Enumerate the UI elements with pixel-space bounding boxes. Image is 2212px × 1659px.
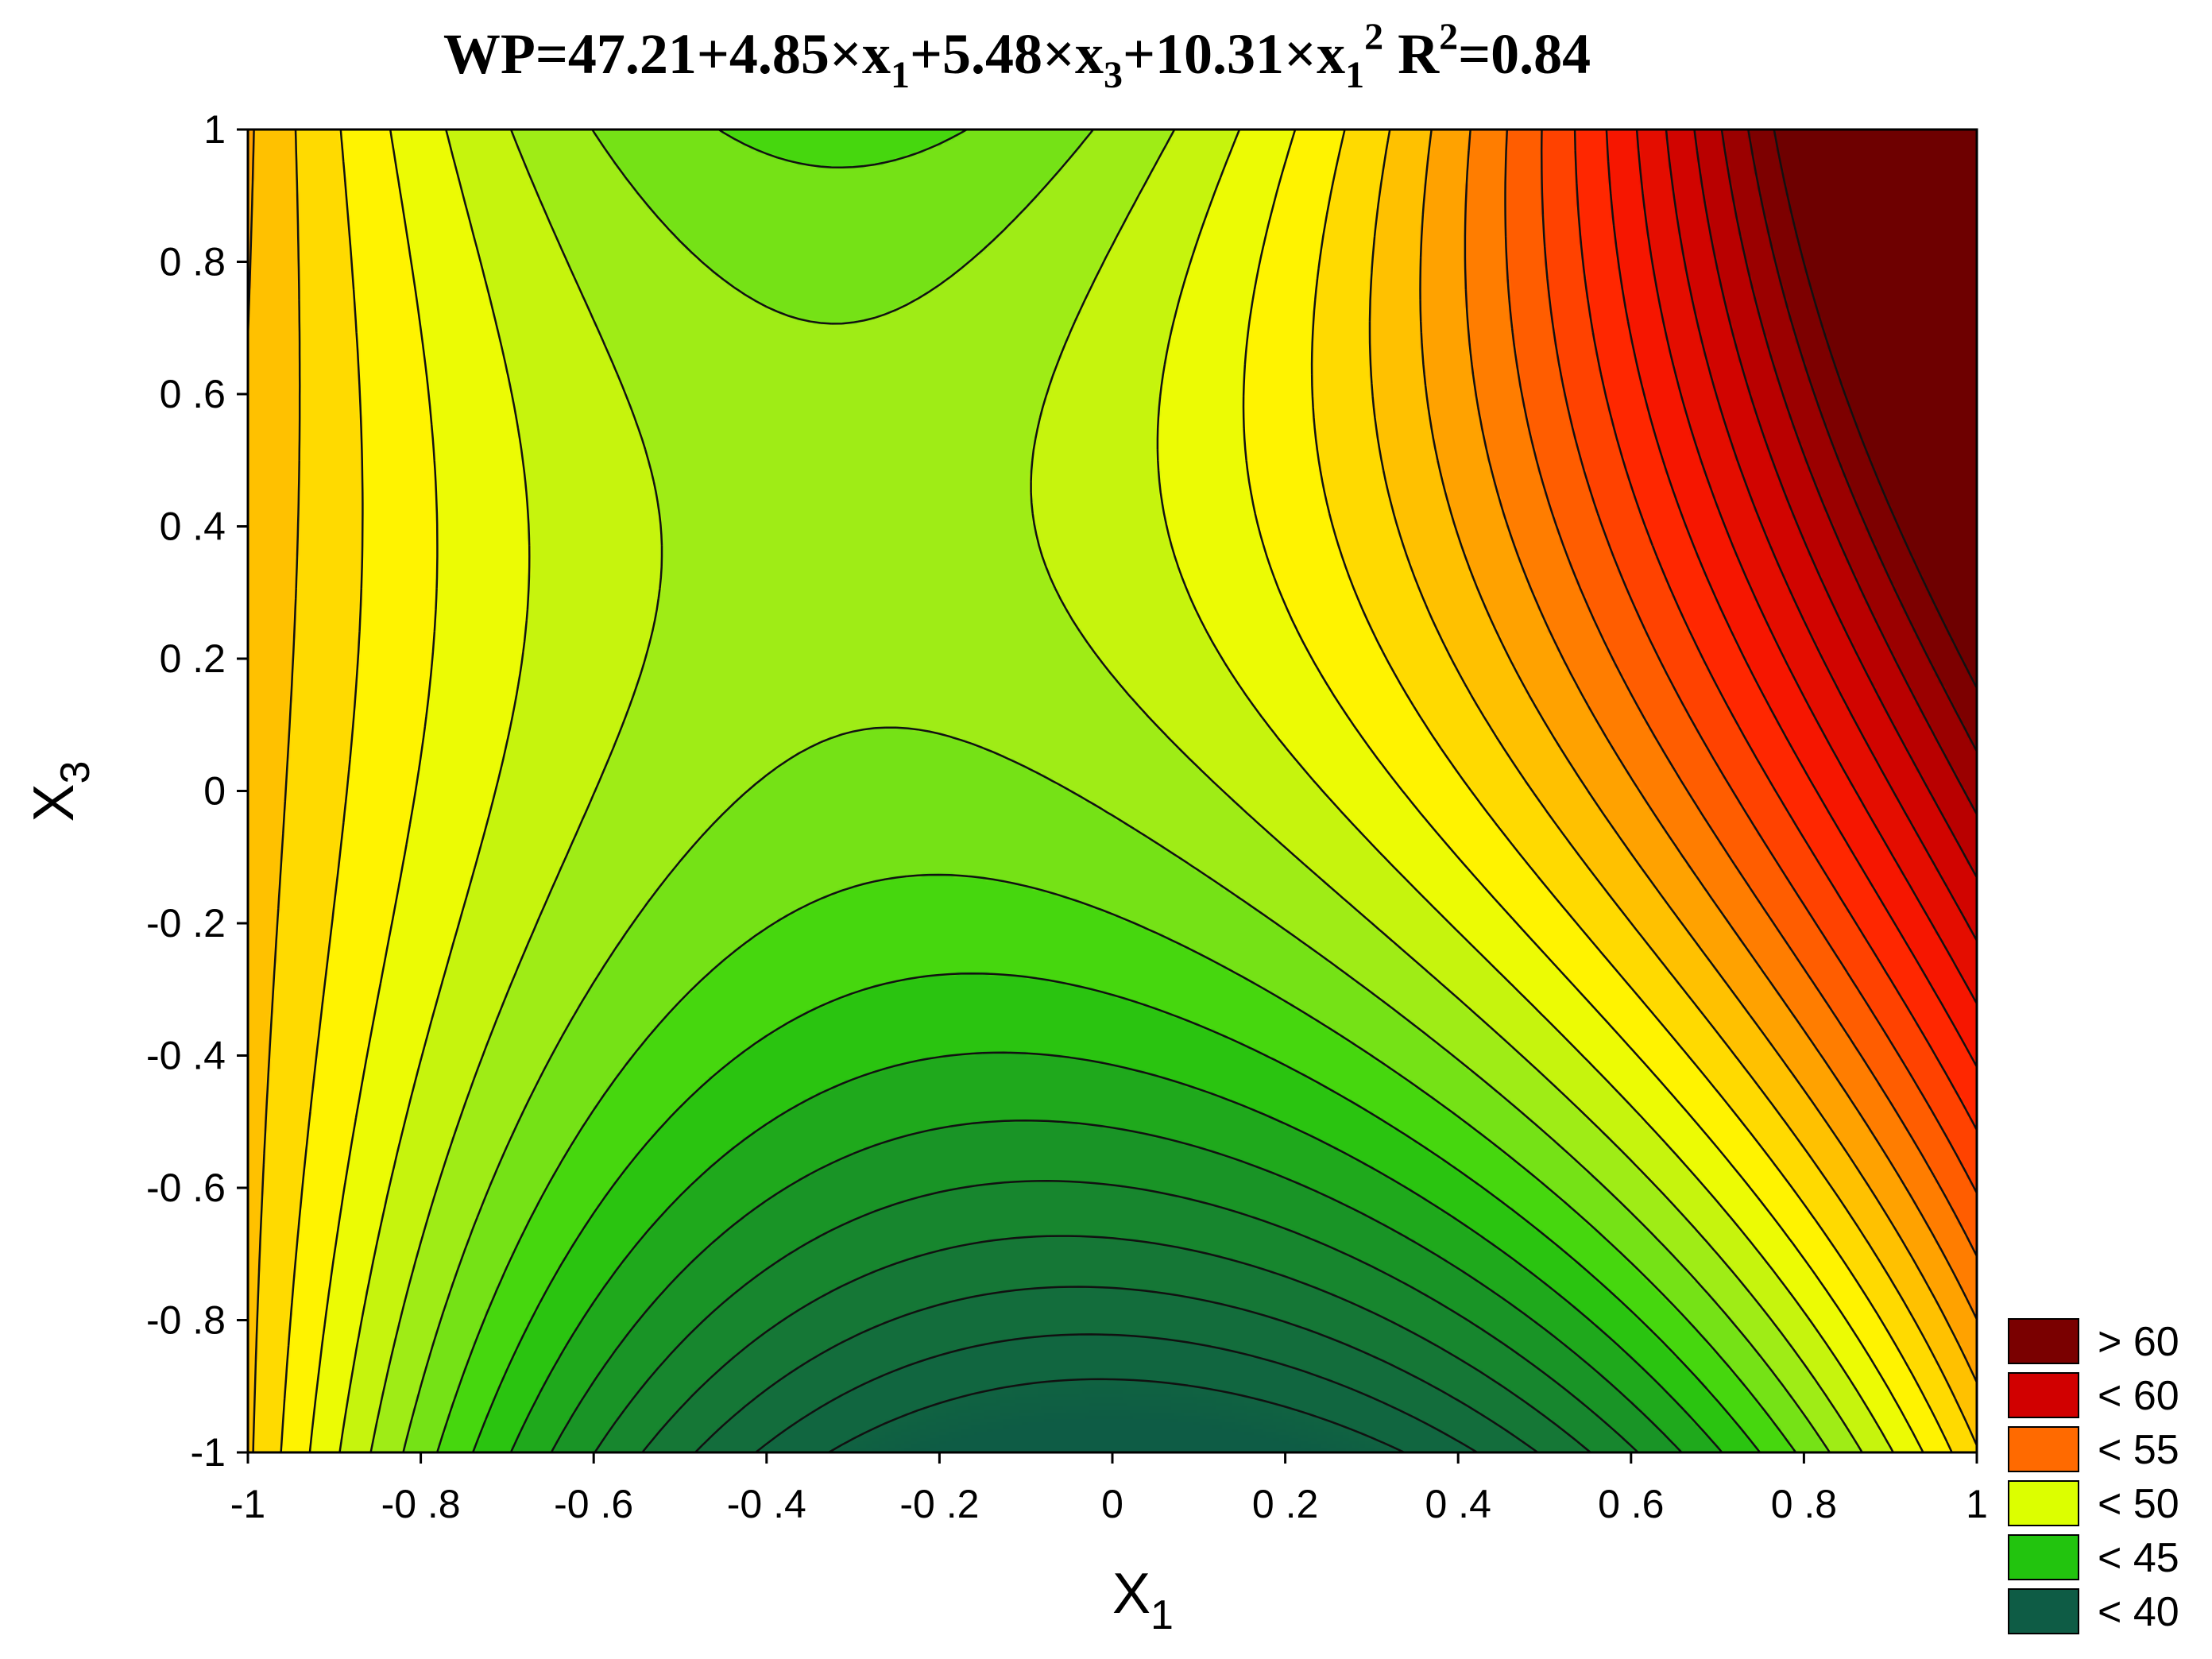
contour-line bbox=[594, 1180, 1639, 1453]
y-tick-label: 0 bbox=[203, 769, 226, 814]
contour-line bbox=[1540, 129, 1978, 1194]
contour-fill bbox=[248, 130, 1977, 1452]
y-tick-label: 0 .4 bbox=[160, 505, 226, 549]
y-tick-label: -0 .6 bbox=[146, 1166, 226, 1210]
legend-swatch bbox=[2008, 1372, 2079, 1418]
x-tick-label: 0 .6 bbox=[1598, 1482, 1664, 1526]
contour-line bbox=[828, 1378, 1405, 1454]
x-axis-label: X1 bbox=[1112, 1562, 1174, 1638]
contour-line bbox=[246, 129, 1978, 1383]
legend-swatch bbox=[2008, 1426, 2079, 1472]
contour-line bbox=[1693, 129, 1978, 878]
contour-line bbox=[1635, 129, 1978, 1004]
x-tick-label: 1 bbox=[1966, 1482, 1988, 1526]
contour-line bbox=[755, 1333, 1478, 1454]
x-tick-label: -0 .8 bbox=[381, 1482, 461, 1526]
y-axis-label: X3 bbox=[22, 761, 99, 822]
y-tick-label: -1 bbox=[191, 1430, 226, 1475]
contour-lines bbox=[246, 128, 1978, 1454]
y-tick-label: 1 bbox=[203, 107, 226, 152]
x-tick-label: -1 bbox=[230, 1482, 265, 1526]
legend-label: < 50 bbox=[2098, 1481, 2179, 1527]
y-tick-label: -0 .4 bbox=[146, 1034, 226, 1078]
x-tick-label: 0 .8 bbox=[1771, 1482, 1837, 1526]
y-tick-label: 0 .6 bbox=[160, 372, 226, 416]
contour-line bbox=[1720, 129, 1978, 815]
contour-line bbox=[252, 129, 1978, 1453]
contour-line bbox=[308, 129, 1924, 1453]
legend-label: < 40 bbox=[2098, 1589, 2179, 1635]
y-tick-label: -0 .8 bbox=[146, 1298, 226, 1343]
x-tick-label: -0 .2 bbox=[899, 1482, 979, 1526]
contour-line bbox=[472, 972, 1761, 1453]
contour-line bbox=[338, 129, 1894, 1453]
x-tick-label: 0 .4 bbox=[1425, 1482, 1491, 1526]
y-tick-label: 0 .2 bbox=[160, 636, 226, 681]
x-tick-label: -0 .6 bbox=[554, 1482, 633, 1526]
contour-line bbox=[1504, 129, 1978, 1257]
contour-line bbox=[1665, 129, 1978, 942]
legend-label: > 60 bbox=[2098, 1319, 2179, 1365]
y-tick-label: -0 .2 bbox=[146, 901, 226, 946]
x-axis-ticks: -1 -0 .8 -0 .6 -0 .4 -0 .2 0 0 .2 0 .4 0 .6 0 .8 1 bbox=[230, 1452, 1988, 1526]
contour-line bbox=[436, 128, 1797, 1453]
contour-line bbox=[550, 1120, 1683, 1453]
x-tick-label: 0 bbox=[1101, 1482, 1123, 1526]
contour-line bbox=[1464, 129, 1978, 1320]
contour-line bbox=[369, 129, 1863, 1453]
legend-label: < 60 bbox=[2098, 1373, 2179, 1419]
chart-title: WP=47.21+4.85×x1+5.48×x3+10.31×x12 R2=0.… bbox=[443, 16, 1591, 96]
plot-area bbox=[246, 128, 1978, 1454]
contour-line bbox=[1573, 129, 1978, 1131]
contour-line bbox=[1605, 129, 1978, 1068]
legend-swatch bbox=[2008, 1534, 2079, 1580]
contour-line bbox=[694, 1286, 1539, 1454]
legend-swatch bbox=[2008, 1318, 2079, 1364]
y-axis-ticks: 1 0 .8 0 .6 0 .4 0 .2 0 -0 .2 -0 .4 -0 .6 -0 .8 -1 bbox=[146, 107, 248, 1475]
y-tick-label: 0 .8 bbox=[160, 240, 226, 284]
legend-swatch bbox=[2008, 1480, 2079, 1526]
legend-label: < 45 bbox=[2098, 1535, 2179, 1581]
x-tick-label: 0 .2 bbox=[1252, 1482, 1318, 1526]
contour-line bbox=[509, 1051, 1723, 1453]
legend-swatch bbox=[2008, 1588, 2079, 1634]
contour-line bbox=[641, 1235, 1591, 1453]
x-tick-label: -0 .4 bbox=[727, 1482, 806, 1526]
contour-line bbox=[1773, 129, 1978, 689]
legend: > 60 < 60 < 55 < 50 < 45 < 40 bbox=[2008, 1318, 2179, 1635]
contour-line bbox=[280, 129, 1953, 1453]
legend-label: < 55 bbox=[2098, 1427, 2179, 1473]
contour-line bbox=[1747, 129, 1978, 752]
